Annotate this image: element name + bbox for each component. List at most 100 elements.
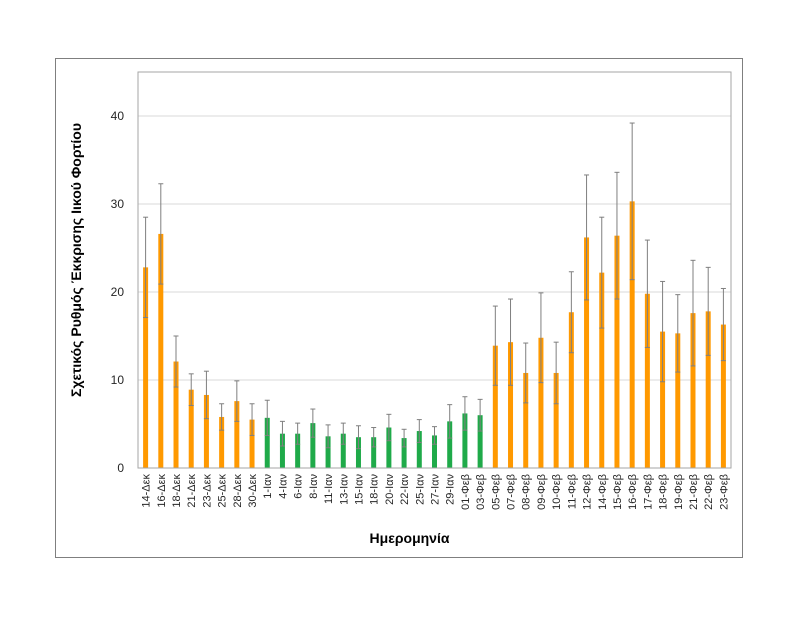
y-tick-labels: 0 10 20 30 40 [111,109,125,475]
bar [264,417,270,468]
x-tick-label: 15-Φεβ [612,474,624,510]
error-bar [629,122,635,281]
x-tick-label: 14-Δεκ [141,474,153,508]
bar [660,331,666,468]
error-bar [705,266,711,356]
x-tick-label: 05-Φεβ [490,474,502,510]
x-tick-label: 10-Φεβ [551,474,563,510]
bar [568,312,574,468]
y-tick-label: 20 [111,285,125,299]
error-bar [660,280,666,383]
bar [310,423,316,468]
x-tick-label: 29-Ιαν [445,474,457,505]
bar [386,427,392,468]
error-bar [553,341,559,405]
x-tick-label: 14-Φεβ [597,474,609,510]
bar [477,415,483,468]
x-axis-title: Ημερομηνία [370,530,450,546]
y-tick-label: 0 [117,461,124,475]
error-bar [325,424,331,449]
x-tick-label: 09-Φεβ [536,474,548,510]
x-tick-label: 6-Ιαν [293,474,305,499]
bar [523,372,529,468]
error-bar [295,422,301,445]
x-tick-label: 18-Δεκ [171,474,183,508]
bar [599,272,605,468]
error-bar [416,419,422,443]
x-tick-label: 11-Ιαν [323,474,335,504]
error-bar [675,294,681,373]
error-bar [158,183,164,285]
bar [675,333,681,468]
error-bar [143,216,149,319]
x-tick-label: 20-Ιαν [384,474,396,505]
bar [614,235,620,468]
chart-frame: 0 10 20 30 40 14-Δεκ 16-Δεκ 18-Δεκ 21-Δεκ 23-Δεκ… [55,58,743,558]
error-bar [462,396,468,431]
bar [462,413,468,468]
bar [705,311,711,468]
x-tick-label: 25-Ιαν [414,474,426,505]
x-tick-label: 27-Ιαν [430,474,442,505]
x-tick-label: 28-Δεκ [232,474,244,508]
gridlines [138,115,731,381]
error-bar [584,174,590,301]
y-axis-title: Σχετικός Ρυθμός Έκκρισης Ιικού Φορτίου [68,123,84,397]
bar [629,201,635,469]
y-tick-label: 30 [111,197,125,211]
error-bar [219,403,225,431]
x-tick-label: 23-Δεκ [201,474,213,508]
bar [143,267,149,468]
x-tick-label: 08-Φεβ [521,474,533,510]
x-tick-label: 21-Φεβ [688,474,700,510]
error-bar [720,287,726,362]
bar [432,435,437,468]
error-bar [447,404,453,439]
x-tick-label: 16-Δεκ [156,474,168,508]
bar [447,421,453,468]
error-bar [264,399,270,436]
x-tick-label: 18-Ιαν [369,474,381,505]
x-tick-label: 23-Φεβ [718,474,730,510]
error-bar [340,422,346,445]
x-tick-label: 15-Ιαν [353,474,365,505]
error-bar [234,380,240,422]
bar [295,433,301,468]
bar [340,433,346,468]
bar [584,237,590,468]
x-tick-label: 16-Φεβ [627,474,639,510]
x-tick-label: 21-Δεκ [186,474,198,508]
error-bar [401,428,407,448]
error-bars [143,122,726,450]
x-tick-label: 30-Δεκ [247,474,259,508]
bar [158,233,164,468]
error-bar [203,370,209,420]
error-bar [523,342,529,404]
bar [325,436,331,468]
x-tick-label: 25-Δεκ [217,474,229,508]
bar [173,361,179,468]
error-bar [599,216,605,329]
error-bar [568,271,574,354]
error-bar [310,408,316,438]
error-bar [644,239,650,348]
bar [249,419,255,468]
error-bar [355,425,361,450]
bar [355,437,361,468]
error-bar [508,298,514,386]
x-tick-label: 22-Ιαν [399,474,411,505]
bar [720,324,726,468]
bar [538,337,544,468]
error-bar [386,413,392,442]
bar [234,401,240,468]
error-bar [371,427,377,448]
error-bar [173,335,179,388]
error-bar [492,305,498,386]
x-tick-label: 11-Φεβ [566,474,578,509]
bar-chart: 0 10 20 30 40 14-Δεκ 16-Δεκ 18-Δεκ 21-Δεκ 23-Δεκ… [68,71,732,546]
x-tick-label: 22-Φεβ [703,474,715,510]
y-tick-label: 40 [111,109,125,123]
error-bar [188,373,194,407]
error-bar [538,292,544,384]
bar [401,438,407,468]
